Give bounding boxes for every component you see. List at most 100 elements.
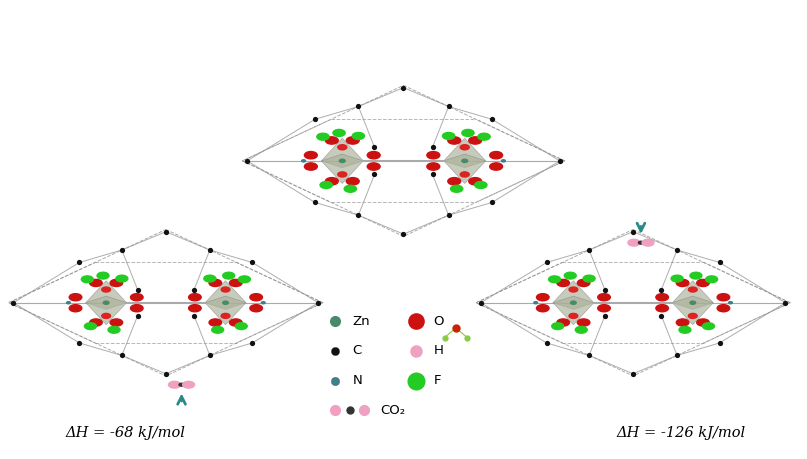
Circle shape (221, 287, 230, 292)
Circle shape (478, 133, 490, 140)
Circle shape (533, 302, 537, 304)
Polygon shape (205, 281, 246, 309)
Circle shape (353, 133, 365, 140)
Polygon shape (672, 296, 713, 325)
Circle shape (229, 280, 242, 286)
Circle shape (696, 280, 709, 286)
Polygon shape (553, 296, 594, 325)
Circle shape (427, 163, 440, 170)
Circle shape (102, 313, 111, 319)
Circle shape (317, 133, 329, 140)
Polygon shape (672, 281, 713, 309)
Circle shape (182, 381, 194, 388)
Polygon shape (553, 281, 594, 309)
Circle shape (537, 305, 549, 312)
Circle shape (490, 151, 503, 159)
Circle shape (537, 294, 549, 301)
Circle shape (690, 301, 696, 304)
Circle shape (638, 241, 643, 244)
Circle shape (427, 151, 440, 159)
Circle shape (469, 178, 482, 185)
Circle shape (557, 319, 570, 326)
Circle shape (569, 287, 578, 292)
Circle shape (460, 145, 469, 150)
Circle shape (729, 302, 733, 304)
Circle shape (90, 319, 102, 326)
Circle shape (189, 294, 201, 301)
Circle shape (564, 272, 576, 279)
Circle shape (169, 381, 181, 388)
Circle shape (583, 275, 595, 282)
Circle shape (577, 280, 590, 286)
Polygon shape (444, 138, 486, 168)
Circle shape (108, 326, 120, 333)
Text: ΔH = -68 kJ/mol: ΔH = -68 kJ/mol (65, 426, 186, 440)
Circle shape (325, 137, 338, 144)
Circle shape (598, 294, 610, 301)
Circle shape (705, 276, 717, 283)
Circle shape (575, 326, 587, 333)
Circle shape (90, 280, 102, 286)
Circle shape (703, 323, 714, 330)
Circle shape (475, 182, 487, 189)
Circle shape (320, 182, 332, 189)
Polygon shape (86, 281, 127, 309)
Text: CO₂: CO₂ (380, 404, 405, 417)
Circle shape (69, 305, 82, 312)
Circle shape (448, 178, 461, 185)
Circle shape (209, 319, 222, 326)
Text: C: C (353, 344, 362, 357)
Circle shape (223, 301, 228, 304)
Circle shape (656, 294, 668, 301)
Circle shape (209, 280, 222, 286)
Circle shape (97, 272, 109, 279)
Circle shape (628, 239, 640, 246)
Circle shape (261, 302, 266, 304)
Circle shape (66, 302, 70, 304)
Circle shape (346, 137, 359, 144)
Text: F: F (433, 374, 441, 387)
Circle shape (679, 326, 691, 333)
Circle shape (204, 275, 215, 282)
Circle shape (656, 305, 668, 312)
Circle shape (460, 172, 469, 177)
Circle shape (69, 294, 82, 301)
Text: ΔH = -126 kJ/mol: ΔH = -126 kJ/mol (617, 426, 746, 440)
Circle shape (598, 305, 610, 312)
Circle shape (340, 159, 345, 162)
Circle shape (338, 172, 347, 177)
Circle shape (325, 178, 338, 185)
Circle shape (671, 275, 683, 282)
Circle shape (238, 276, 250, 283)
Circle shape (462, 159, 467, 162)
Circle shape (179, 383, 184, 386)
Circle shape (211, 326, 224, 333)
Circle shape (85, 323, 96, 330)
Circle shape (557, 280, 570, 286)
Circle shape (304, 163, 317, 170)
Circle shape (103, 301, 109, 304)
Circle shape (448, 137, 461, 144)
Polygon shape (321, 154, 363, 184)
Circle shape (501, 160, 505, 162)
Circle shape (346, 178, 359, 185)
Polygon shape (86, 296, 127, 325)
Circle shape (116, 275, 128, 282)
Text: Zn: Zn (353, 314, 370, 328)
Circle shape (250, 305, 262, 312)
Circle shape (676, 319, 689, 326)
Circle shape (345, 185, 357, 192)
Text: N: N (353, 374, 362, 387)
Polygon shape (205, 296, 246, 325)
Circle shape (82, 276, 94, 283)
Circle shape (236, 323, 247, 330)
Circle shape (717, 305, 730, 312)
Text: H: H (433, 344, 443, 357)
Circle shape (221, 313, 230, 319)
Circle shape (367, 151, 380, 159)
Circle shape (102, 287, 111, 292)
Circle shape (696, 319, 709, 326)
Circle shape (469, 137, 482, 144)
Circle shape (110, 280, 123, 286)
Circle shape (688, 313, 697, 319)
